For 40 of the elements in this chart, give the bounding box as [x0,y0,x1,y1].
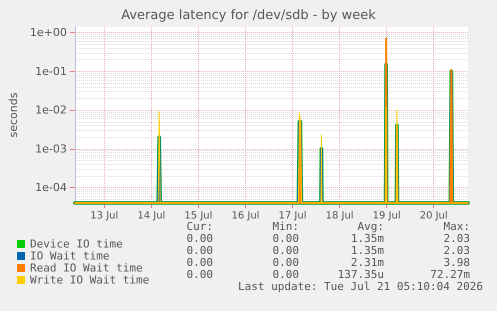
text: 2.31m [350,256,384,269]
x-tick-label: 16 Jul [231,210,260,222]
text: Avg: [358,220,384,233]
x-tick-label: 17 Jul [278,210,306,222]
text: 0.00 [272,232,299,245]
text: 2.03 [444,232,470,245]
text: 0.00 [272,256,299,269]
legend-label: Write IO Wait time [30,274,150,286]
text: 0.00 [272,244,299,257]
text: 72.27m [430,268,470,281]
legend-label: IO Wait time [30,250,110,262]
x-tick-label: 13 Jul [90,210,118,222]
text: 3.98 [444,256,470,269]
text: 137.35u [338,268,384,281]
x-tick-label: 20 Jul [420,210,448,222]
x-tick-label: 18 Jul [326,210,354,222]
y-tick-label: 1e-03 [35,142,67,156]
text: 2.03 [444,244,470,257]
x-tick-label: 19 Jul [372,210,401,222]
y-tick-label: 1e-04 [35,181,67,194]
text: Last update: Tue Jul 21 05:10:04 2026 [238,280,484,293]
text: 0.00 [186,244,213,257]
legend-label: Read IO Wait time [30,262,143,274]
text: 0.00 [186,232,213,245]
chart-title: Average latency for /dev/sdb - by week [121,8,376,23]
text: 1.35m [350,232,384,245]
x-tick-label: 14 Jul [137,210,166,222]
text: Max: [444,220,470,233]
y-tick-label: 1e-02 [35,104,67,117]
text: Min: [272,220,299,233]
text: 0.00 [186,268,213,281]
text: 1.35m [350,244,384,257]
y-tick-label: 1e+00 [30,26,67,40]
y-axis-title: seconds [7,92,20,138]
legend-label: Device IO time [30,238,123,250]
x-tick-label: 15 Jul [184,210,212,222]
y-tick-label: 1e-01 [35,64,67,78]
text: 0.00 [272,268,299,281]
text: 0.00 [186,256,213,269]
text: Cur: [186,220,213,233]
